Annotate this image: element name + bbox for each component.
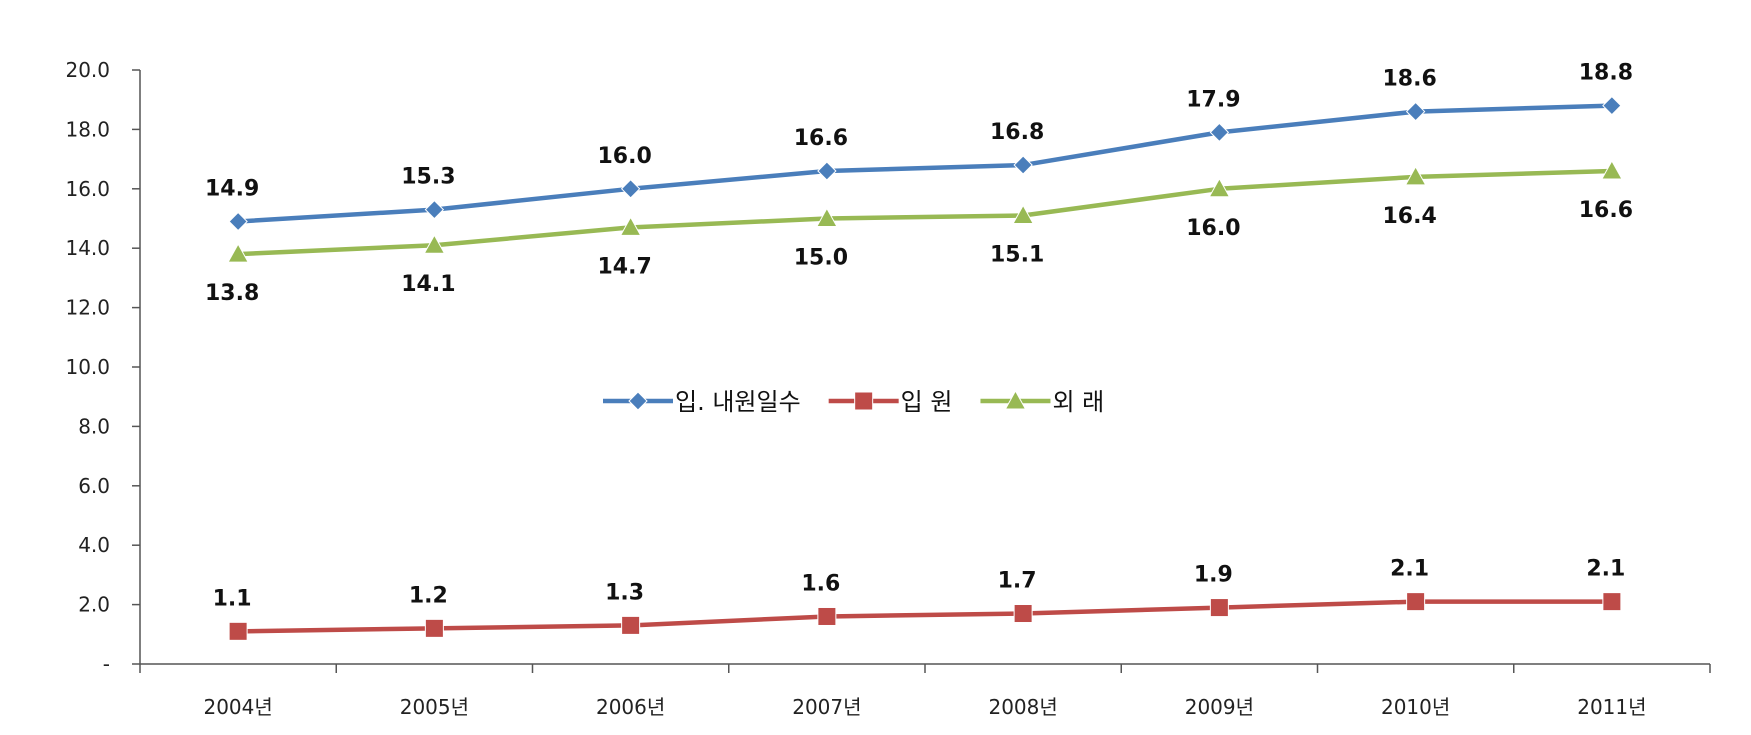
y-tick-label: 2.0 [78, 593, 110, 617]
data-point-diamond [620, 179, 641, 199]
x-tick-label: 2011년 [1577, 695, 1646, 719]
data-point-triangle [619, 216, 642, 236]
data-label: 15.1 [990, 243, 1044, 268]
legend-label: 입. 내원일수 [675, 388, 801, 416]
y-tick-label: 10.0 [65, 355, 110, 379]
data-label: 16.4 [1382, 204, 1436, 229]
data-label: 18.8 [1579, 61, 1633, 86]
x-tick-label: 2008년 [988, 695, 1057, 719]
x-tick-label: 2005년 [400, 695, 469, 719]
x-tick-label: 2009년 [1185, 695, 1254, 719]
data-point-triangle [1601, 159, 1623, 180]
data-point-diamond [1405, 101, 1426, 122]
series-line [237, 103, 1612, 224]
series-3 [227, 159, 1623, 263]
x-tick-label: 2007년 [792, 695, 861, 719]
series-line [238, 599, 1612, 634]
legend-marker [854, 391, 874, 411]
x-tick-label: 2006년 [596, 695, 665, 719]
data-point-diamond [817, 161, 837, 181]
x-tick-label: 2010년 [1381, 695, 1450, 719]
y-tick-label: 8.0 [78, 414, 110, 438]
data-point-triangle [816, 207, 838, 227]
series-line [238, 168, 1612, 257]
y-tick-label: 16.0 [65, 177, 110, 201]
legend-item: 입. 내원일수 [603, 388, 801, 416]
data-label: 1.2 [409, 583, 448, 608]
data-point-triangle [1404, 165, 1427, 186]
data-label: 14.9 [205, 176, 259, 201]
data-labels-layer: 14.9 15.3 16.0 16.6 16.8 17.9 18.6 18.8 1.1 1.2 1.… [205, 61, 1633, 612]
legend-marker [628, 391, 648, 411]
data-label: 15.3 [401, 165, 455, 190]
data-point-square [228, 621, 248, 641]
data-label: 2.1 [1586, 557, 1625, 582]
data-point-triangle [1208, 177, 1231, 198]
series-2 [228, 592, 1622, 641]
y-tick-label: 20.0 [65, 58, 110, 82]
data-point-triangle [423, 234, 446, 254]
data-label: 14.1 [401, 272, 455, 297]
data-label: 13.8 [205, 281, 259, 306]
y-tick-label: 12.0 [65, 296, 110, 320]
y-tick-label: 14.0 [65, 236, 110, 260]
legend-label: 입 원 [901, 388, 953, 416]
data-label: 1.7 [998, 569, 1037, 594]
legend-marker [1004, 389, 1027, 410]
data-label: 17.9 [1186, 87, 1240, 112]
data-label: 2.1 [1390, 557, 1429, 582]
data-point-diamond [424, 199, 445, 220]
series-1 [228, 95, 1622, 232]
x-tick-label: 2004년 [203, 695, 272, 719]
legend: 입. 내원일수 입 원 외 래 [603, 388, 1104, 416]
y-tick-label: 4.0 [78, 533, 110, 557]
data-point-square [424, 618, 444, 638]
data-point-square [1209, 598, 1229, 618]
y-tick-label: 6.0 [78, 474, 110, 498]
data-label: 18.6 [1382, 67, 1436, 92]
data-point-diamond [1209, 122, 1230, 143]
data-point-diamond [228, 211, 248, 232]
data-point-square [1602, 592, 1622, 612]
data-label: 1.3 [605, 580, 644, 605]
data-label: 15.0 [794, 246, 848, 271]
data-point-triangle [1012, 204, 1034, 225]
data-label: 1.1 [213, 586, 252, 611]
data-label: 16.6 [1579, 198, 1633, 223]
data-label: 14.7 [597, 254, 651, 279]
y-tick-label: 18.0 [65, 117, 110, 141]
data-label: 16.8 [990, 120, 1044, 145]
data-point-square [817, 606, 837, 626]
data-point-diamond [1013, 155, 1033, 175]
legend-label: 외 래 [1052, 388, 1104, 416]
data-point-triangle [227, 243, 249, 263]
legend-item: 입 원 [828, 388, 953, 416]
data-point-diamond [1602, 95, 1622, 116]
data-label: 16.0 [597, 144, 651, 169]
data-point-square [621, 615, 641, 635]
data-label: 1.6 [801, 571, 840, 596]
data-label: 16.6 [794, 126, 848, 151]
axes: - 2.0 4.0 6.0 8.0 10.0 12.0 14.0 16.0 18.0 20.0 200… [65, 58, 1711, 719]
data-label: 1.9 [1194, 563, 1233, 588]
y-tick-label: - [103, 652, 110, 676]
data-label: 16.0 [1186, 216, 1240, 241]
legend-item: 외 래 [980, 388, 1104, 416]
data-point-square [1013, 604, 1033, 624]
data-point-square [1406, 592, 1426, 612]
series-layer [227, 95, 1623, 641]
